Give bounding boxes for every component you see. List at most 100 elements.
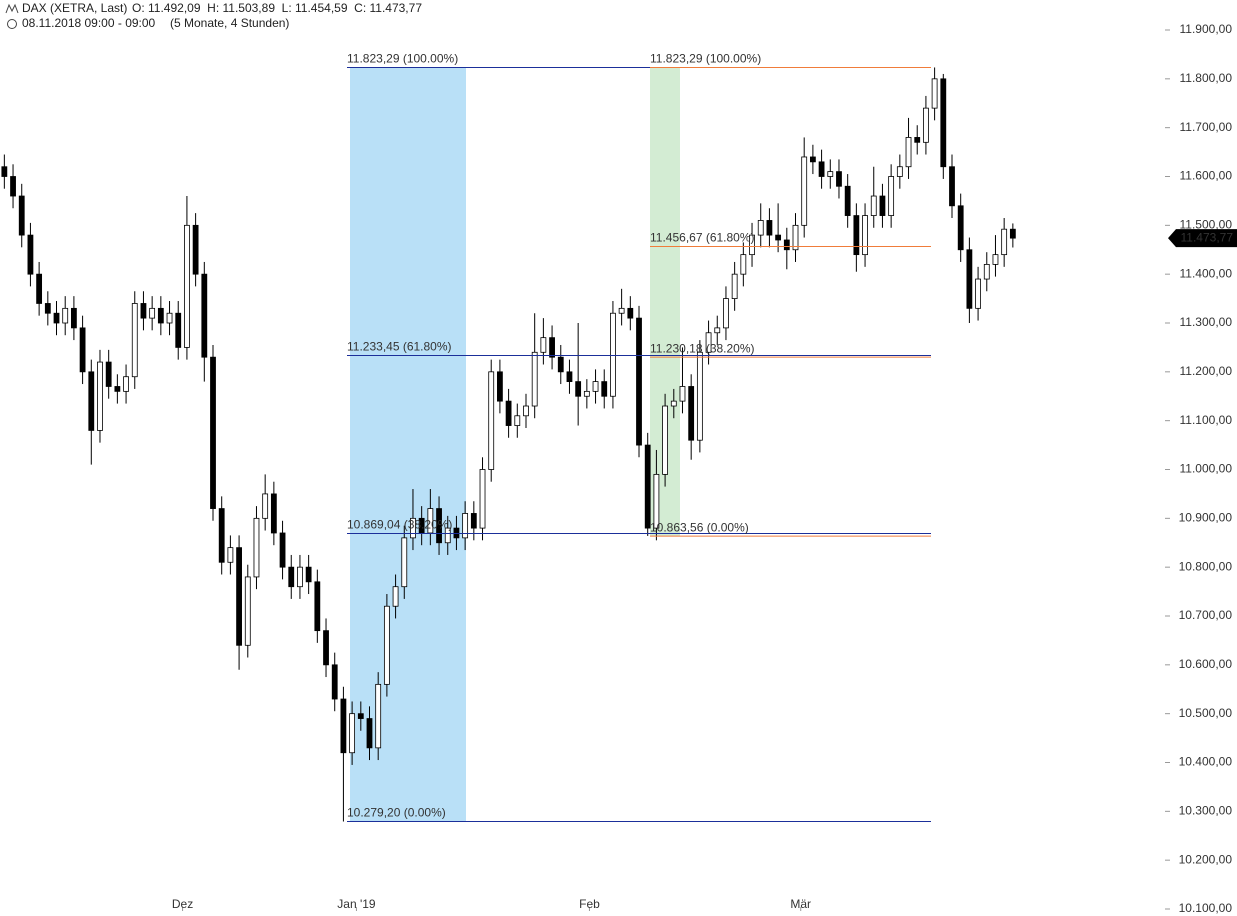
candle-body bbox=[670, 400, 677, 407]
candle-body bbox=[766, 220, 773, 236]
candle-body bbox=[801, 156, 808, 226]
candle-body bbox=[818, 161, 825, 177]
candle-body bbox=[349, 713, 356, 754]
candle-body bbox=[36, 273, 43, 304]
candle-body bbox=[775, 234, 782, 241]
y-tick-label: 11.900,00 bbox=[1180, 22, 1233, 36]
candle-body bbox=[184, 224, 190, 348]
candle-body bbox=[644, 444, 651, 529]
retracement-band bbox=[350, 67, 466, 822]
candle-body bbox=[140, 303, 147, 319]
chart-title: DAX (XETRA, Last) bbox=[22, 1, 127, 15]
candle-body bbox=[531, 351, 538, 407]
candle-body bbox=[792, 224, 799, 251]
candle-body bbox=[357, 713, 364, 719]
candle-body bbox=[714, 327, 721, 334]
candle-body bbox=[557, 356, 564, 373]
candle-body bbox=[401, 537, 408, 588]
candle-body bbox=[983, 263, 990, 280]
chart-icon bbox=[5, 3, 19, 14]
y-tick-label: 10.100,00 bbox=[1179, 901, 1233, 915]
candle-body bbox=[436, 508, 442, 544]
candle-body bbox=[375, 683, 382, 749]
candle-body bbox=[297, 566, 303, 588]
retracement-label: 11.456,67 (61.80%) bbox=[650, 231, 755, 245]
retracement-label: 11.233,45 (61.80%) bbox=[347, 340, 452, 354]
candle-body bbox=[879, 195, 886, 216]
candle-body bbox=[705, 332, 712, 353]
candle-body bbox=[244, 576, 251, 646]
y-tick-label: 10.700,00 bbox=[1179, 608, 1233, 622]
header: DAX (XETRA, Last) O: 11.492,09 H: 11.503… bbox=[5, 1, 422, 30]
y-tick-label: 10.500,00 bbox=[1179, 706, 1233, 720]
retracement-label: 11.823,29 (100.00%) bbox=[650, 52, 761, 66]
x-tick-label: Jan '19 bbox=[337, 897, 376, 911]
period: (5 Monate, 4 Stunden) bbox=[170, 16, 289, 30]
candle-body bbox=[470, 513, 477, 529]
y-tick-label: 10.300,00 bbox=[1179, 804, 1233, 818]
candle-body bbox=[601, 381, 608, 397]
retracement-label: 11.230,18 (38.20%) bbox=[650, 341, 755, 355]
candle-body bbox=[523, 405, 529, 417]
candle-body bbox=[618, 307, 625, 314]
candle-body bbox=[696, 351, 703, 441]
candle-body bbox=[192, 224, 199, 275]
candle-body bbox=[940, 78, 947, 168]
candle-body bbox=[262, 493, 269, 519]
candle-body bbox=[992, 254, 999, 265]
candle-body bbox=[270, 493, 277, 534]
y-tick-label: 11.600,00 bbox=[1180, 169, 1233, 183]
candle-body bbox=[844, 185, 851, 216]
candle-body bbox=[549, 337, 555, 358]
y-tick-label: 10.900,00 bbox=[1179, 511, 1233, 525]
y-tick-label: 11.500,00 bbox=[1180, 218, 1233, 232]
candle-body bbox=[1009, 228, 1016, 239]
price-badge bbox=[1168, 229, 1237, 248]
candle-body bbox=[18, 195, 25, 236]
candle-body bbox=[27, 234, 34, 275]
candle-body bbox=[62, 307, 69, 324]
candle-body bbox=[105, 361, 112, 387]
candle-body bbox=[479, 469, 486, 529]
candle-body bbox=[949, 166, 955, 207]
candle-body bbox=[931, 78, 938, 109]
y-tick-label: 10.600,00 bbox=[1179, 657, 1233, 671]
candle-body bbox=[131, 303, 138, 378]
ohlc-readout: O: 11.492,09 H: 11.503,89 L: 11.454,59 C… bbox=[132, 1, 422, 15]
candle-body bbox=[923, 107, 929, 143]
candle-body bbox=[514, 415, 521, 426]
candle-body bbox=[253, 517, 260, 578]
clock-icon bbox=[7, 19, 17, 29]
candle-body bbox=[218, 508, 225, 563]
candle-body bbox=[627, 307, 634, 319]
candle-body bbox=[888, 176, 895, 216]
candle-body bbox=[10, 176, 16, 197]
candle-body bbox=[288, 566, 295, 588]
retracement-label: 11.823,29 (100.00%) bbox=[347, 52, 458, 66]
candle-body bbox=[783, 239, 790, 251]
candle-body bbox=[566, 371, 573, 383]
candle-body bbox=[870, 195, 877, 216]
candle-body bbox=[157, 307, 164, 324]
candle-body bbox=[662, 405, 668, 475]
candle-body bbox=[740, 254, 747, 275]
price-badge-label: 11.473,77 bbox=[1181, 230, 1234, 244]
candle-body bbox=[340, 698, 347, 754]
candle-body bbox=[1, 166, 8, 177]
candle-body bbox=[688, 386, 695, 441]
candle-body bbox=[862, 215, 868, 256]
candle-body bbox=[583, 390, 590, 397]
candle-body bbox=[809, 156, 816, 163]
candle-body bbox=[88, 371, 95, 431]
y-tick-label: 11.800,00 bbox=[1180, 71, 1233, 85]
candle-body bbox=[114, 386, 121, 392]
candle-body bbox=[653, 473, 660, 529]
candle-body bbox=[827, 171, 834, 177]
candle-body bbox=[896, 166, 903, 177]
candle-body bbox=[279, 532, 286, 568]
candle-body bbox=[44, 303, 51, 314]
candle-body bbox=[331, 664, 338, 700]
candle-body bbox=[905, 137, 912, 168]
retracement-label: 10.869,04 (38.20%) bbox=[347, 518, 452, 532]
x-tick-label: Mär bbox=[790, 897, 811, 911]
